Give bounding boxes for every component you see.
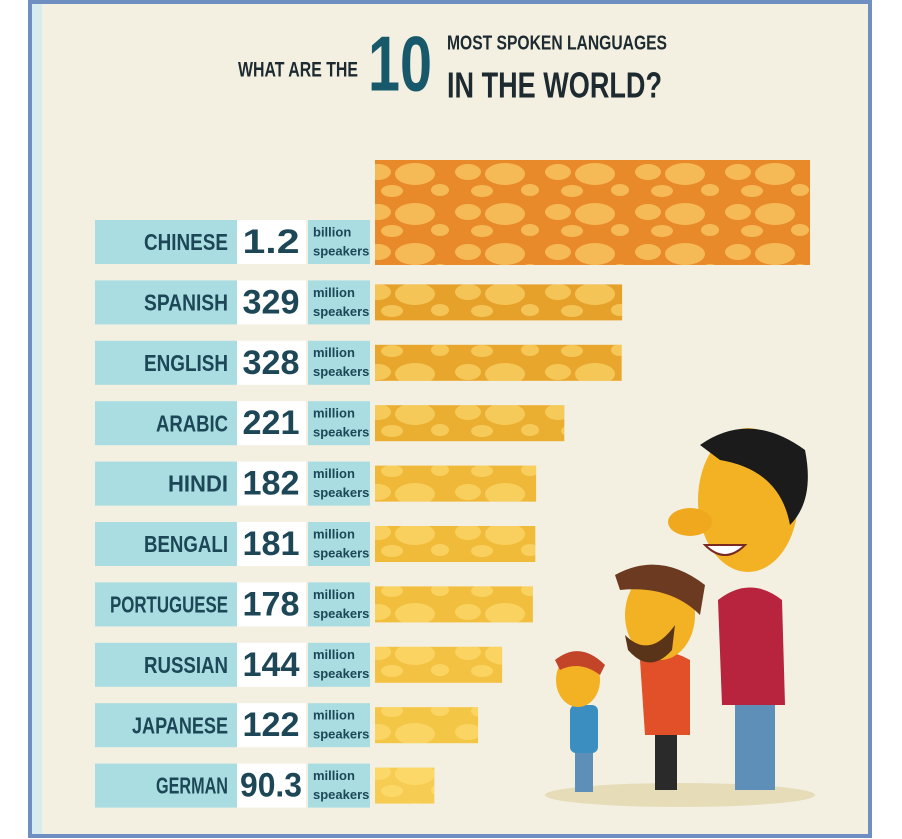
- language-name: BENGALI: [144, 531, 228, 557]
- language-name: ENGLISH: [144, 350, 228, 376]
- unit-box: [308, 642, 370, 687]
- language-name: GERMAN: [156, 773, 228, 799]
- value-box: [237, 401, 306, 446]
- unit-box: [308, 220, 370, 264]
- language-name: PORTUGUESE: [110, 591, 228, 617]
- value-label: 221: [243, 404, 300, 442]
- value-box: [237, 703, 306, 748]
- value-box: [237, 522, 306, 566]
- value-label: 182: [243, 465, 300, 503]
- bar-texture: [375, 405, 565, 442]
- unit-label: speakers: [313, 606, 369, 621]
- value-box: [237, 461, 306, 506]
- name-box: [95, 522, 237, 566]
- bar-texture: [375, 344, 622, 381]
- bar-texture: [375, 767, 435, 804]
- unit-label: million: [313, 466, 355, 481]
- panel-stripe: [32, 4, 42, 834]
- value-box: [237, 582, 306, 627]
- title-line-2: IN THE WORLD?: [447, 65, 662, 106]
- unit-label: million: [313, 768, 355, 783]
- value-label: 181: [243, 525, 300, 563]
- unit-label: speakers: [313, 364, 369, 379]
- unit-label: speakers: [313, 243, 369, 258]
- unit-box: [308, 763, 370, 808]
- unit-box: [308, 401, 370, 446]
- language-name: ARABIC: [156, 410, 228, 436]
- name-box: [95, 280, 237, 325]
- name-box: [95, 220, 237, 264]
- unit-box: [308, 340, 370, 385]
- unit-label: million: [313, 406, 355, 421]
- unit-label: million: [313, 526, 355, 541]
- value-label: 90.3: [240, 767, 302, 805]
- bar-texture: [375, 160, 810, 265]
- unit-label: speakers: [313, 787, 369, 802]
- value-box: [237, 340, 306, 385]
- value-label: 144: [243, 646, 300, 684]
- value-box: [237, 763, 306, 808]
- bar-texture: [375, 284, 623, 321]
- value-box: [237, 280, 306, 325]
- unit-label: million: [313, 285, 355, 300]
- unit-label: million: [313, 345, 355, 360]
- unit-box: [308, 703, 370, 748]
- unit-box: [308, 582, 370, 627]
- unit-label: speakers: [313, 304, 369, 319]
- unit-box: [308, 461, 370, 506]
- name-box: [95, 642, 237, 687]
- name-box: [95, 461, 237, 506]
- bar-texture: [375, 526, 536, 562]
- unit-label: speakers: [313, 727, 369, 742]
- title-number: 10: [368, 20, 432, 108]
- unit-label: speakers: [313, 425, 369, 440]
- unit-label: million: [313, 708, 355, 723]
- unit-label: million: [313, 647, 355, 662]
- unit-box: [308, 522, 370, 566]
- language-name: JAPANESE: [132, 712, 228, 738]
- language-name: SPANISH: [144, 289, 228, 315]
- bar-texture: [375, 465, 537, 502]
- name-box: [95, 582, 237, 627]
- name-box: [95, 763, 237, 808]
- name-box: [95, 340, 237, 385]
- value-label: 329: [243, 283, 300, 321]
- value-box: [237, 220, 306, 264]
- language-name: CHINESE: [144, 229, 228, 255]
- language-name: HINDI: [168, 471, 228, 497]
- language-name: RUSSIAN: [144, 652, 228, 678]
- people-illustration: [545, 428, 815, 807]
- unit-label: speakers: [313, 545, 369, 560]
- value-label: 1.2: [243, 223, 300, 261]
- value-label: 122: [243, 706, 300, 744]
- unit-box: [308, 280, 370, 325]
- title-line-1: MOST SPOKEN LANGUAGES: [447, 32, 667, 54]
- unit-label: speakers: [313, 666, 369, 681]
- unit-label: billion: [313, 224, 351, 239]
- bar-texture: [375, 646, 503, 683]
- name-box: [95, 703, 237, 748]
- name-box: [95, 401, 237, 446]
- bar-texture: [375, 707, 479, 744]
- value-label: 328: [243, 344, 300, 382]
- value-label: 178: [243, 585, 300, 623]
- unit-label: million: [313, 587, 355, 602]
- title-prefix: WHAT ARE THE: [238, 59, 358, 82]
- value-box: [237, 642, 306, 687]
- unit-label: speakers: [313, 485, 369, 500]
- bar-texture: [375, 586, 533, 623]
